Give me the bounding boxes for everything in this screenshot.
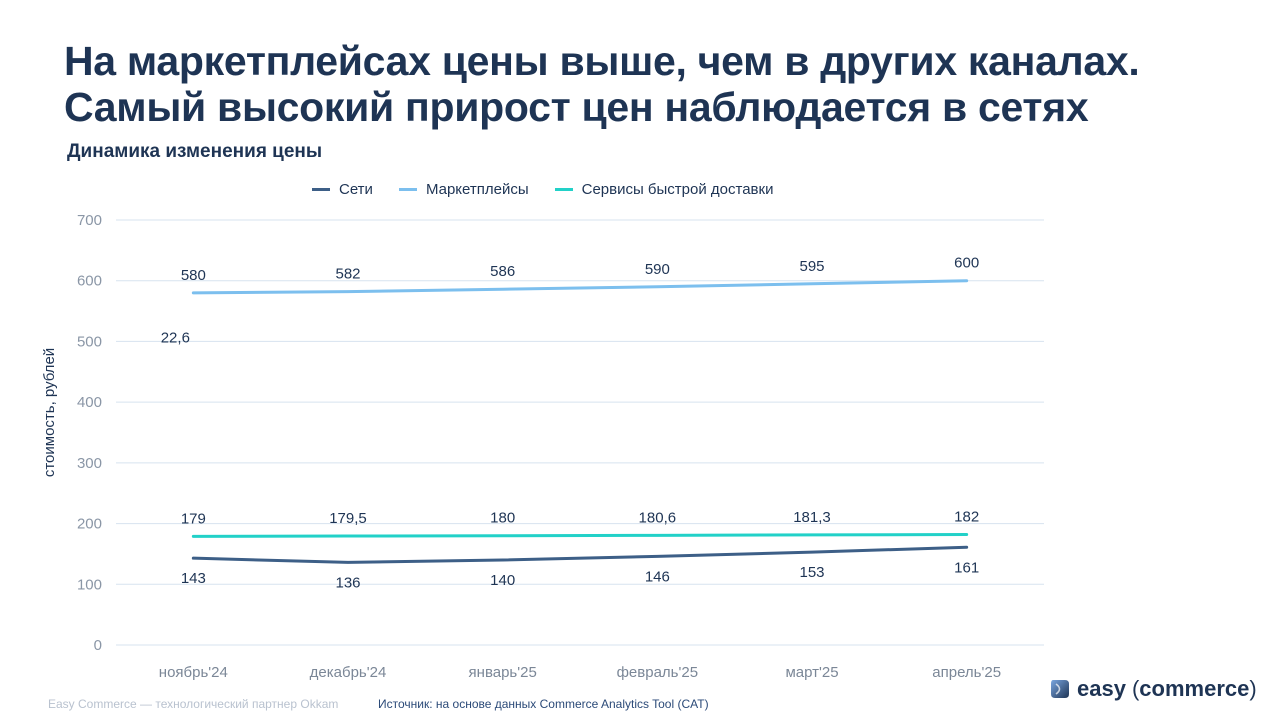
y-tick-label: 500 — [77, 333, 102, 350]
data-label: 590 — [645, 261, 670, 278]
easy-commerce-logo: easy (commerce) — [1049, 676, 1257, 702]
legend-item-delivery: Сервисы быстрой доставки — [554, 180, 774, 198]
data-label: 143 — [181, 570, 206, 587]
data-label: 595 — [799, 258, 824, 275]
logo-word-commerce: commerce — [1139, 676, 1250, 701]
series-line-1 — [191, 545, 969, 564]
logo-open-paren: ( — [1131, 676, 1140, 701]
x-tick-label: декабрь'24 — [310, 664, 387, 681]
data-label: 179,5 — [329, 510, 367, 527]
data-label: 136 — [335, 574, 360, 591]
y-axis-title: стоимость, рублей — [41, 348, 58, 477]
data-label: 580 — [181, 267, 206, 284]
data-label: 582 — [335, 266, 360, 283]
y-tick-label: 200 — [77, 516, 102, 533]
y-tick-label: 300 — [77, 455, 102, 472]
x-tick-label: февраль'25 — [617, 664, 698, 681]
data-label: 140 — [490, 572, 515, 589]
x-tick-label: ноябрь'24 — [159, 664, 228, 681]
logo-word-easy: easy — [1077, 676, 1126, 701]
legend-label-seti: Сети — [339, 180, 373, 198]
data-label: 600 — [954, 255, 979, 272]
legend-label-marketplaces: Маркетплейсы — [425, 180, 529, 198]
headline-line-2: Самый высокий прирост цен наблюдается в … — [64, 84, 1089, 130]
x-tick-label: апрель'25 — [932, 664, 1001, 681]
data-label: 181,3 — [793, 509, 831, 526]
legend-swatch-marketplaces — [398, 187, 417, 191]
data-label: 180,6 — [639, 509, 677, 526]
chart-legend: Сети Маркетплейсы Сервисы быстрой достав… — [312, 178, 773, 200]
x-tick-label: январь'25 — [469, 664, 537, 681]
y-tick-label: 700 — [77, 212, 102, 229]
legend-swatch-delivery — [554, 187, 573, 191]
footer-source-note: Источник: на основе данных Commerce Anal… — [378, 697, 709, 711]
chart-title: Динамика изменения цены — [67, 141, 323, 162]
y-tick-label: 400 — [77, 394, 102, 411]
data-label: 153 — [799, 564, 824, 581]
data-label: 180 — [490, 510, 515, 527]
logo-close-paren: ) — [1249, 676, 1257, 701]
data-label: 146 — [645, 568, 670, 585]
data-label: 179 — [181, 510, 206, 527]
data-label: 182 — [954, 509, 979, 526]
legend-label-delivery: Сервисы быстрой доставки — [581, 180, 774, 198]
annotation-label: 22,6 — [161, 329, 190, 346]
y-tick-label: 0 — [94, 637, 102, 654]
legend-swatch-seti — [312, 187, 330, 191]
data-label: 586 — [490, 263, 515, 280]
y-tick-label: 600 — [77, 273, 102, 290]
logo-word-commerce-wrap: (commerce) — [1132, 676, 1257, 702]
data-label: 161 — [954, 559, 979, 576]
headline: На маркетплейсах цены выше, чем в других… — [64, 38, 1244, 130]
legend-item-marketplaces: Маркетплейсы — [398, 180, 529, 198]
headline-line-1: На маркетплейсах цены выше, чем в других… — [64, 38, 1140, 84]
legend-item-seti: Сети — [312, 181, 373, 198]
y-tick-label: 100 — [77, 576, 102, 593]
series-line-2 — [191, 279, 969, 295]
series-line-3 — [191, 533, 969, 538]
x-tick-label: март'25 — [785, 664, 838, 681]
logo-mark-icon — [1051, 680, 1069, 698]
footer-partner-note: Easy Commerce — технологический партнер … — [48, 697, 339, 711]
